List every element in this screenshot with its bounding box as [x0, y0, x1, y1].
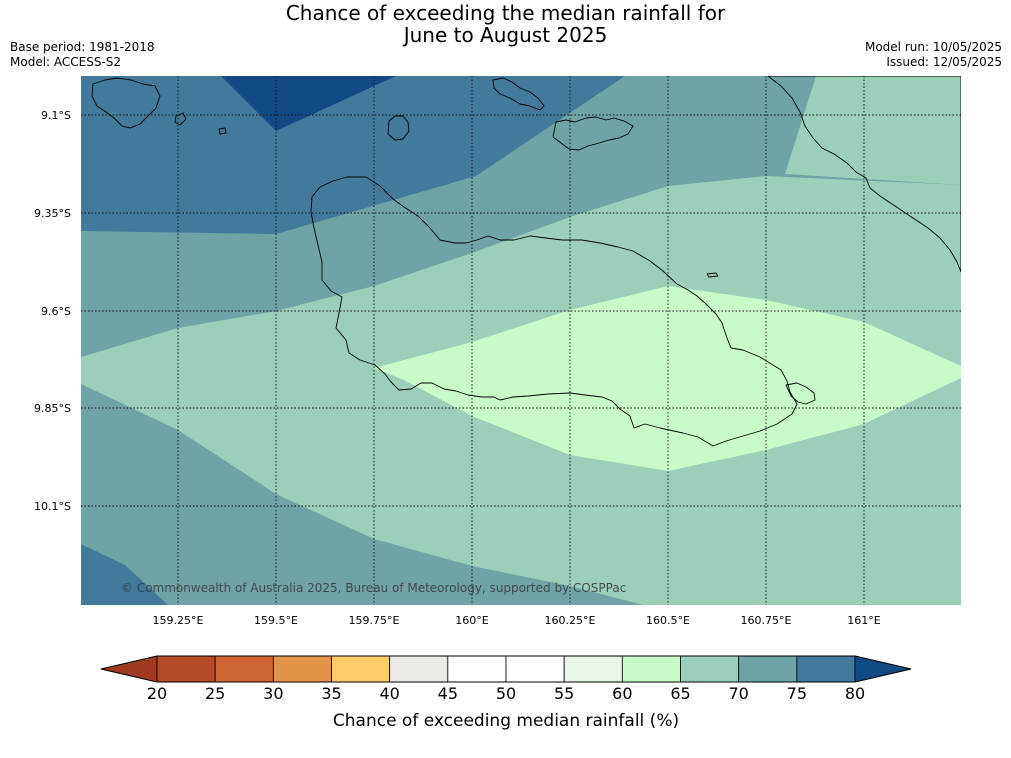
coastline-islet-west-1	[174, 112, 187, 126]
coastline-tip-islet	[785, 382, 816, 405]
coastline-nggela-north	[492, 77, 545, 111]
lat-label-9-1: 9.1°S	[41, 109, 71, 122]
colorbar-segment	[505, 655, 565, 683]
model-run: Model run: 10/05/2025	[864, 40, 1002, 54]
colorbar-segment	[621, 655, 681, 683]
colorbar-tick-label: 35	[321, 684, 341, 703]
base-period: Base period: 1981-2018	[10, 40, 155, 54]
colorbar: 20 25 30 35 40 45 50 55 60 65 70 75 80 Chance of exc…	[100, 655, 912, 731]
colorbar-outline	[100, 655, 912, 683]
colorbar-segment	[563, 655, 623, 683]
colorbar-segments	[156, 655, 856, 683]
colorbar-segment	[796, 655, 856, 683]
copyright-notice: © Commonwealth of Australia 2025, Bureau…	[121, 581, 626, 595]
colorbar-tick-label: 20	[147, 684, 167, 703]
coastline-savo-island	[387, 115, 410, 141]
zone-75-north	[81, 76, 625, 234]
meta-right: Model run: 10/05/2025 Issued: 12/05/2025	[865, 40, 1002, 70]
colorbar-tick-label: 75	[787, 684, 807, 703]
colorbar-tick-label: 40	[379, 684, 399, 703]
colorbar-tick-label: 55	[554, 684, 574, 703]
lon-label-160-25: 160.25°E	[545, 614, 596, 627]
colorbar-segment	[156, 655, 216, 683]
issued-date: Issued: 12/05/2025	[886, 55, 1002, 69]
chart-title: Chance of exceeding the median rainfall …	[0, 0, 1011, 46]
colorbar-segment	[272, 655, 332, 683]
colorbar-tick-label: 70	[728, 684, 748, 703]
colorbar-low-extend	[100, 655, 158, 683]
coastline-islet-east	[706, 272, 719, 278]
colorbar-segment	[680, 655, 740, 683]
latitude-labels: 9.1°S 9.35°S 9.6°S 9.85°S 10.1°S	[34, 109, 71, 513]
meta-left: Base period: 1981-2018 Model: ACCESS-S2	[10, 40, 155, 70]
colorbar-tick-label: 50	[496, 684, 516, 703]
colorbar-tick-label: 45	[438, 684, 458, 703]
lon-label-160-75: 160.75°E	[741, 614, 792, 627]
coastline-islet-west-2	[218, 127, 227, 135]
title-line-1: Chance of exceeding the median rainfall …	[285, 1, 726, 25]
map-gridlines	[81, 76, 961, 605]
colorbar-tick-label: 60	[612, 684, 632, 703]
title-line-2: June to August 2025	[403, 23, 608, 47]
lat-label-9-85: 9.85°S	[34, 402, 71, 415]
map-area: © Commonwealth of Australia 2025, Bureau…	[81, 76, 961, 605]
colorbar-segment	[389, 655, 449, 683]
colorbar-segment	[331, 655, 391, 683]
coastline-guadalcanal	[310, 176, 798, 447]
colorbar-tick-label: 25	[205, 684, 225, 703]
lon-label-161: 161°E	[847, 614, 880, 627]
lat-label-9-6: 9.6°S	[41, 305, 71, 318]
zone-60-core	[374, 286, 961, 471]
zone-75-southwest	[81, 544, 168, 605]
colorbar-segment	[214, 655, 274, 683]
zone-65-east	[785, 76, 961, 185]
longitude-labels: 159.25°E 159.5°E 159.75°E 160°E 160.25°E…	[153, 614, 881, 627]
lat-label-9-35: 9.35°S	[34, 207, 71, 220]
lat-label-10-1: 10.1°S	[34, 500, 71, 513]
colorbar-tick-label: 80	[845, 684, 865, 703]
colorbar-tick-label: 30	[263, 684, 283, 703]
coastline-russell-islands	[91, 77, 161, 129]
colorbar-label: Chance of exceeding median rainfall (%)	[333, 711, 679, 731]
zone-80-north	[221, 76, 396, 131]
lon-label-159-75: 159.75°E	[349, 614, 400, 627]
coastlines	[91, 76, 961, 447]
colorbar-high-extend	[854, 655, 912, 683]
colorbar-tick-label: 65	[670, 684, 690, 703]
lon-label-159-5: 159.5°E	[254, 614, 298, 627]
lon-label-160: 160°E	[455, 614, 488, 627]
coastline-florida-islands	[552, 116, 634, 151]
colorbar-segment	[447, 655, 507, 683]
model-name: Model: ACCESS-S2	[10, 55, 122, 69]
lon-label-159-25: 159.25°E	[153, 614, 204, 627]
colorbar-segment	[738, 655, 798, 683]
coastline-malaita	[767, 76, 961, 273]
lon-label-160-5: 160.5°E	[646, 614, 690, 627]
colorbar-ticks: 20 25 30 35 40 45 50 55 60 65 70 75 80	[147, 684, 865, 703]
